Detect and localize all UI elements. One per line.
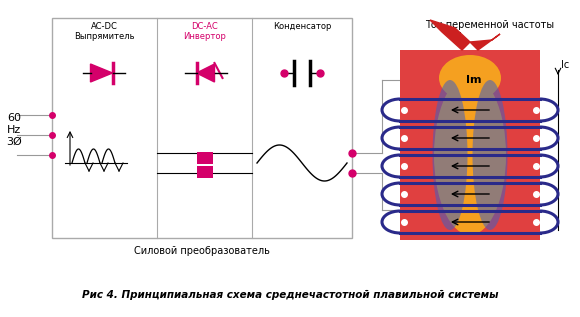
Text: AC-DC
Выпрямитель: AC-DC Выпрямитель (74, 22, 135, 42)
Ellipse shape (433, 80, 467, 230)
Ellipse shape (439, 55, 501, 101)
Bar (400, 50, 540, 240)
Text: Силовой преобразователь: Силовой преобразователь (134, 246, 270, 256)
Polygon shape (470, 34, 500, 50)
Text: Конденсатор: Конденсатор (273, 22, 331, 31)
Text: Ток переменной частоты: Ток переменной частоты (426, 20, 554, 30)
Bar (52, 18, 352, 238)
Ellipse shape (434, 75, 506, 235)
Text: Ic: Ic (561, 60, 569, 70)
Bar (197, 166, 212, 178)
Polygon shape (430, 20, 470, 50)
Ellipse shape (473, 80, 508, 230)
Text: 60
Hz
3Ø: 60 Hz 3Ø (6, 113, 22, 146)
Text: DC-AC
Инвертор: DC-AC Инвертор (183, 22, 226, 42)
Bar (197, 152, 212, 164)
Polygon shape (197, 64, 215, 82)
Polygon shape (90, 64, 113, 82)
Text: Рис 4. Принципиальная схема среднечастотной плавильной системы: Рис 4. Принципиальная схема среднечастот… (82, 290, 498, 300)
Text: Im: Im (466, 75, 482, 85)
